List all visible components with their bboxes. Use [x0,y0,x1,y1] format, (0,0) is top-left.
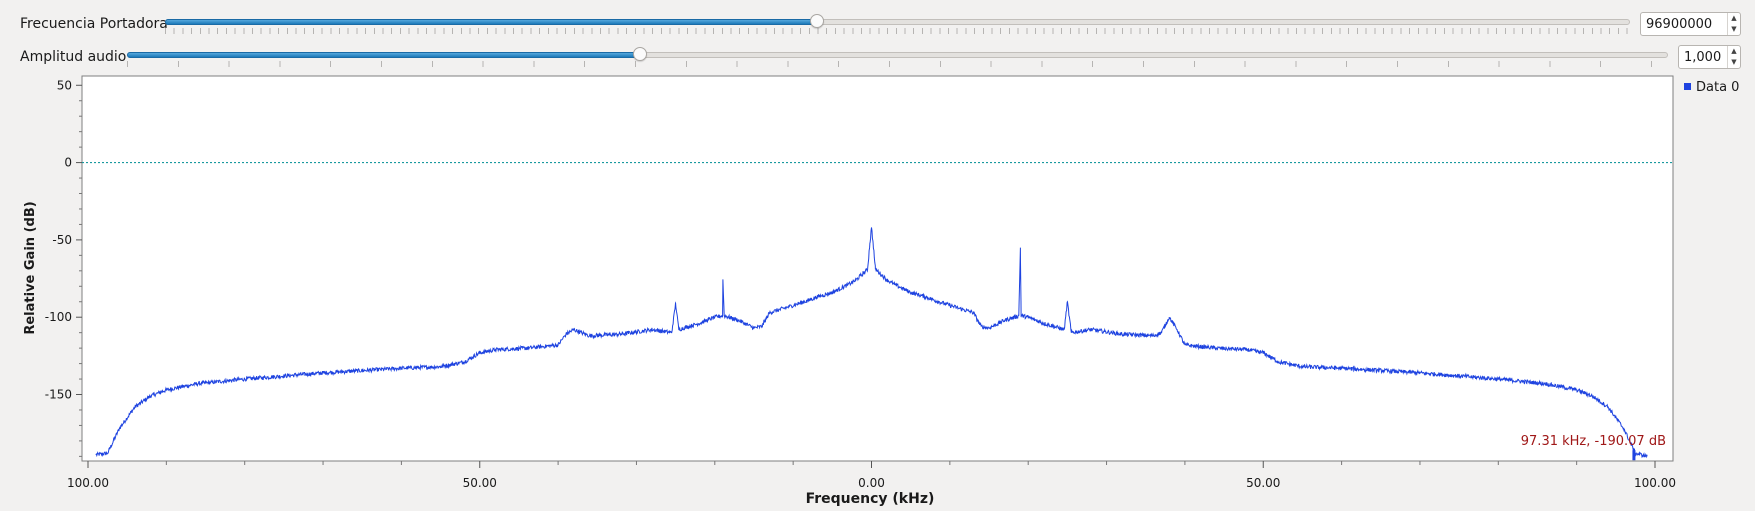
carrier-slider-ticks [165,28,1630,34]
y-axis-title: Relative Gain (dB) [23,201,38,334]
legend[interactable]: Data 0 [1684,80,1739,95]
y-tick-label: -50 [52,233,72,247]
y-tick-label: -150 [45,388,72,402]
audio-amplitude-value[interactable]: 1,000 [1684,50,1722,65]
legend-swatch [1684,83,1691,90]
series-line-data-0 [95,227,1648,459]
audio-slider-ticks [127,61,1668,67]
carrier-frequency-row: Frecuencia Portadora 96900000 ▲ ▼ [0,12,1755,36]
y-tick-label: 0 [64,156,72,170]
carrier-spin-up-icon[interactable]: ▲ [1731,14,1737,22]
audio-spin-down-icon[interactable]: ▼ [1731,58,1737,66]
audio-spin-up-icon[interactable]: ▲ [1731,47,1737,55]
audio-slider-handle[interactable] [633,47,648,61]
audio-amplitude-label: Amplitud audio [20,49,127,65]
legend-label: Data 0 [1696,80,1740,95]
x-tick-label: 100.00 [67,476,109,490]
carrier-spin-buttons: ▲ ▼ [1727,13,1740,35]
axes: 50 0 -50 -100 -150 100.00 50.00 0.00 50.00 100.00 [45,78,1676,490]
series-group [82,161,1673,461]
x-tick-label: 50.00 [1246,476,1280,490]
audio-spin-buttons: ▲ ▼ [1727,46,1740,68]
carrier-frequency-slider[interactable] [165,12,1630,36]
x-axis-title: Frequency (kHz) [806,491,935,507]
x-tick-label: 0.00 [858,476,885,490]
x-tick-label: 100.00 [1634,476,1676,490]
cursor-readout: 97.31 kHz, -190.07 dB [1521,434,1666,449]
x-tick-label: 50.00 [463,476,497,490]
carrier-frequency-label: Frecuencia Portadora [20,16,168,32]
audio-amplitude-spinbox[interactable]: 1,000 ▲ ▼ [1678,45,1741,69]
carrier-frequency-value[interactable]: 96900000 [1646,17,1713,32]
y-tick-label: -100 [45,310,72,324]
plot-area[interactable] [81,75,1674,462]
carrier-spin-down-icon[interactable]: ▼ [1731,25,1737,33]
audio-amplitude-slider[interactable] [127,45,1668,69]
audio-amplitude-row: Amplitud audio 1,000 ▲ ▼ [0,45,1755,69]
carrier-frequency-spinbox[interactable]: 96900000 ▲ ▼ [1640,12,1741,36]
y-tick-label: 50 [57,78,72,92]
carrier-slider-handle[interactable] [809,14,824,28]
